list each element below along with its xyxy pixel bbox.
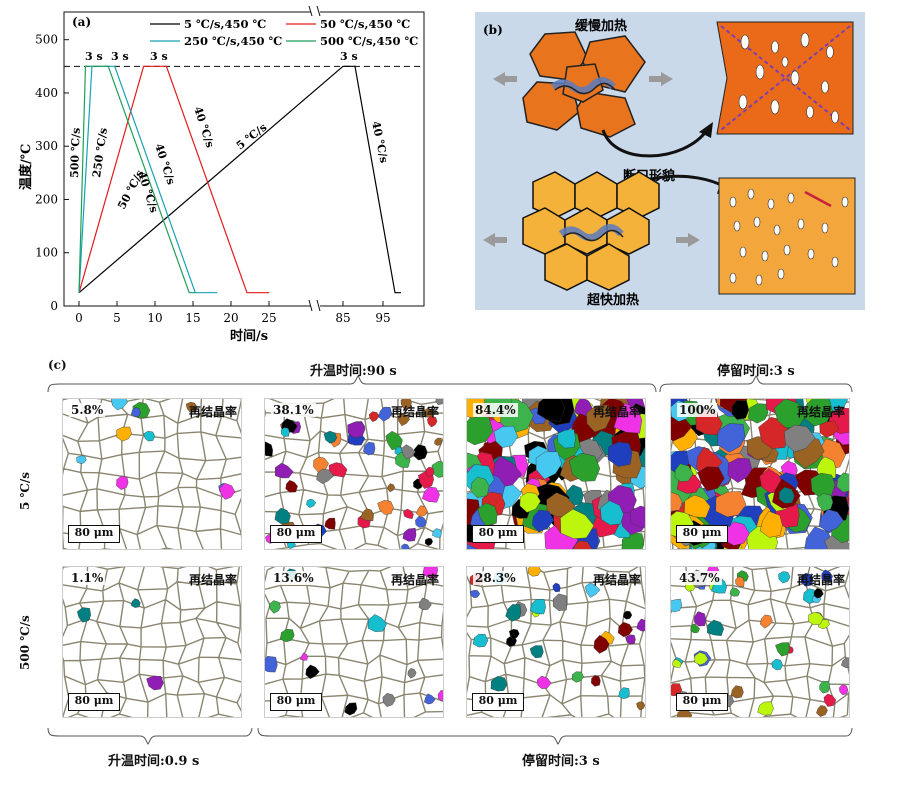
series-line bbox=[78, 65, 401, 294]
recrystallization-label: 再结晶率 bbox=[592, 573, 641, 587]
legend-entry: 500 ℃/s,450 ℃ bbox=[320, 34, 418, 48]
fast-fracture-surface bbox=[718, 177, 856, 295]
axis-break bbox=[311, 8, 320, 310]
ebsd-map: 13.6% 再结晶率 80 μm bbox=[264, 566, 444, 718]
x-tick-label: 25 bbox=[261, 311, 276, 325]
x-tick-label: 0 bbox=[75, 311, 83, 325]
y-tick-label: 300 bbox=[35, 139, 58, 153]
scale-bar: 80 μm bbox=[472, 525, 524, 543]
arrow-right-icon-2 bbox=[676, 233, 700, 247]
hold-label-5: 3 s bbox=[340, 50, 358, 63]
recrystallization-fraction: 28.3% bbox=[473, 571, 518, 585]
x-tick-label: 10 bbox=[147, 311, 162, 325]
ebsd-map: 84.4% 再结晶率 80 μm bbox=[466, 398, 646, 550]
x-tick-label: 5 bbox=[113, 311, 121, 325]
grain-map bbox=[467, 399, 645, 549]
grain-map bbox=[63, 567, 241, 717]
recrystallization-fraction: 100% bbox=[677, 403, 718, 417]
slow-heating-label: 缓慢加热 bbox=[575, 18, 627, 34]
ebsd-map: 28.3% 再结晶率 80 μm bbox=[466, 566, 646, 718]
slow-fracture-surface bbox=[716, 21, 854, 135]
grain-map bbox=[265, 567, 443, 717]
x-tick-label: 15 bbox=[185, 311, 200, 325]
legend-entry: 5 ℃/s,450 ℃ bbox=[184, 17, 266, 31]
recrystallization-label: 再结晶率 bbox=[796, 405, 845, 419]
grain-map bbox=[265, 399, 443, 549]
scale-bar: 80 μm bbox=[270, 525, 322, 543]
ebsd-map: 38.1% 再结晶率 80 μm bbox=[264, 398, 444, 550]
ebsd-map: 1.1% 再结晶率 80 μm bbox=[62, 566, 242, 718]
arrow-right-icon bbox=[649, 72, 673, 86]
hold-label-50: 3 s bbox=[150, 50, 168, 63]
recrystallization-fraction: 84.4% bbox=[473, 403, 518, 417]
hold-time-top-label: 停留时间:3 s bbox=[717, 364, 795, 379]
y-tick-label: 100 bbox=[35, 246, 58, 260]
grain-map bbox=[63, 399, 241, 549]
series-line bbox=[78, 65, 269, 294]
recrystallization-fraction: 43.7% bbox=[677, 571, 722, 585]
panel-a-label: (a) bbox=[72, 15, 91, 29]
y-tick-label: 0 bbox=[50, 299, 58, 313]
grain-map bbox=[671, 399, 849, 549]
arrow-left-icon-2 bbox=[483, 233, 507, 247]
scale-bar: 80 μm bbox=[472, 693, 524, 711]
series-line bbox=[78, 65, 218, 294]
panel-b-label: (b) bbox=[483, 23, 503, 37]
arrow-left-icon bbox=[493, 72, 517, 86]
y-tick-label: 400 bbox=[35, 86, 58, 100]
ebsd-map: 100% 再结晶率 80 μm bbox=[670, 398, 850, 550]
fast-heating-label: 超快加热 bbox=[587, 292, 639, 308]
recrystallization-fraction: 38.1% bbox=[271, 403, 316, 417]
hold-time-bottom-label: 停留时间:3 s bbox=[522, 754, 600, 769]
recrystallization-fraction: 1.1% bbox=[69, 571, 106, 585]
y-axis-label: 温度/℃ bbox=[18, 144, 34, 190]
panel-c-label: (c) bbox=[48, 358, 67, 372]
y-tick-label: 200 bbox=[35, 192, 58, 206]
scale-bar: 80 μm bbox=[68, 693, 120, 711]
x-tick-label: 95 bbox=[375, 311, 390, 325]
x-axis-label: 时间/s bbox=[230, 328, 268, 344]
x-tick-label: 20 bbox=[223, 311, 238, 325]
row-label-5: 5 ℃/s bbox=[18, 471, 32, 510]
recrystallization-label: 再结晶率 bbox=[796, 573, 845, 587]
mechanism-schematic: (b) 缓慢加热 断口形貌 bbox=[475, 12, 865, 310]
temperature-time-chart: (a) 温度/℃ 时间/s 0 100 200 300 400 500 0 5 10 15 20 25… bbox=[18, 5, 425, 344]
scale-bar: 80 μm bbox=[270, 693, 322, 711]
y-tick-label: 500 bbox=[35, 33, 58, 47]
recrystallization-label: 再结晶率 bbox=[188, 573, 237, 587]
recrystallization-label: 再结晶率 bbox=[390, 405, 439, 419]
recrystallization-label: 再结晶率 bbox=[390, 573, 439, 587]
scale-bar: 80 μm bbox=[676, 693, 728, 711]
ebsd-map: 5.8% 再结晶率 80 μm bbox=[62, 398, 242, 550]
chart-frame bbox=[63, 11, 425, 307]
row-label-500: 500 ℃/s bbox=[18, 615, 32, 670]
hold-label-500: 3 s bbox=[85, 50, 103, 63]
legend-entry: 50 ℃/s,450 ℃ bbox=[320, 17, 410, 31]
ebsd-map: 43.7% 再结晶率 80 μm bbox=[670, 566, 850, 718]
hold-label-250: 3 s bbox=[111, 50, 129, 63]
legend-entry: 250 ℃/s,450 ℃ bbox=[184, 34, 282, 48]
recrystallization-label: 再结晶率 bbox=[592, 405, 641, 419]
x-tick-label: 85 bbox=[335, 311, 350, 325]
heat-time-90-label: 升温时间:90 s bbox=[310, 364, 397, 379]
series-line bbox=[78, 65, 196, 294]
rate-label-500: 500 ℃/s bbox=[68, 127, 83, 178]
recrystallization-fraction: 13.6% bbox=[271, 571, 316, 585]
recrystallization-fraction: 5.8% bbox=[69, 403, 106, 417]
scale-bar: 80 μm bbox=[68, 525, 120, 543]
scale-bar: 80 μm bbox=[676, 525, 728, 543]
mechanism-illustration: (b) 缓慢加热 断口形貌 bbox=[483, 18, 856, 308]
fast-heating-grains bbox=[522, 171, 660, 291]
recrystallization-label: 再结晶率 bbox=[188, 405, 237, 419]
heat-time-09-label: 升温时间:0.9 s bbox=[108, 754, 200, 769]
